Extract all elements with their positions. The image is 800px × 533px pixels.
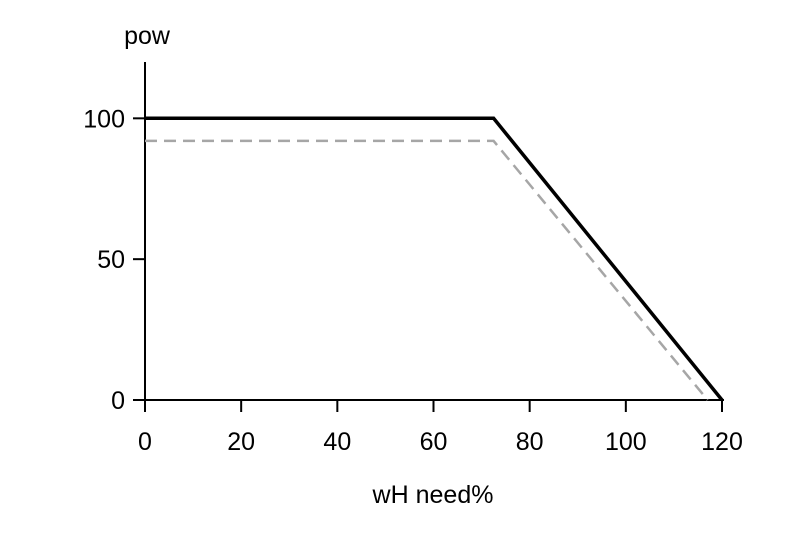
- x-tick-label: 100: [605, 428, 647, 456]
- x-axis-ticks: 0 20 40 60 80 100 120: [138, 400, 743, 456]
- y-axis-title: pow: [124, 22, 171, 50]
- solid-series-line: [145, 116, 724, 402]
- series-layer: [145, 116, 724, 402]
- y-tick-label: 100: [83, 105, 125, 133]
- x-tick-label: 120: [701, 428, 743, 456]
- x-axis-title: wH need%: [372, 481, 494, 509]
- y-axis-ticks: 0 50 100: [83, 105, 145, 415]
- x-tick-label: 0: [138, 428, 152, 456]
- x-tick-label: 60: [420, 428, 448, 456]
- x-tick-label: 80: [516, 428, 544, 456]
- dashed-series-line: [145, 139, 709, 401]
- x-tick-label: 40: [323, 428, 351, 456]
- y-tick-label: 0: [111, 387, 125, 415]
- x-tick-label: 20: [227, 428, 255, 456]
- y-tick-label: 50: [97, 246, 125, 274]
